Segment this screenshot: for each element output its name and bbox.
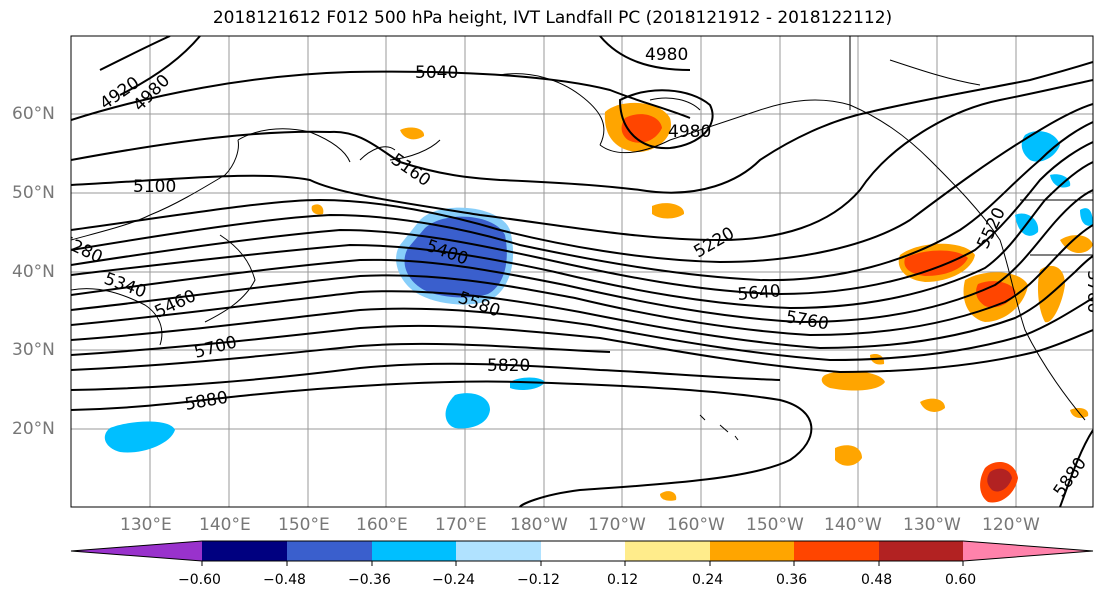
contour-label: 5760 [1083,270,1103,313]
colorbar [70,540,1094,566]
colorbar-segment [794,541,879,561]
lon-label: 170°E [435,515,487,535]
lon-label: 130°W [903,515,961,535]
colorbar-segment [625,541,710,561]
colorbar-tick-label: −0.12 [517,572,560,588]
colorbar-segment [202,541,287,561]
colorbar-segment [541,541,583,561]
colorbar-tick-label: 0.24 [692,572,724,588]
lat-label: 60°N [12,104,55,124]
lon-label: 150°E [278,515,330,535]
colorbar-tick-label: 0.12 [607,572,639,588]
contour-label: 5040 [415,63,458,83]
colorbar-segment [879,541,963,561]
contour-label: 5820 [487,356,530,376]
colorbar-segment [710,541,794,561]
colorbar-segment [456,541,541,561]
political-borders [849,36,1093,256]
contour-label: 4980 [668,122,711,142]
lon-label: 180°W [510,515,568,535]
lat-label: 40°N [12,262,55,282]
contour-label: 5100 [133,177,176,197]
lon-label: 140°W [824,515,882,535]
map-title: 2018121612 F012 500 hPa height, IVT Land… [212,8,893,28]
colorbar-segment [372,541,456,561]
colorbar-tick-label: −0.24 [432,572,475,588]
colorbar-tick-label: 0.48 [861,572,893,588]
colorbar-segment [287,541,372,561]
contour-label: 4980 [645,45,688,65]
lon-label: 150°W [746,515,804,535]
contour-label: 5640 [737,281,782,305]
lon-label: 140°E [199,515,251,535]
height-contours [71,36,1093,507]
lon-label: 170°W [588,515,646,535]
map-frame [70,35,1094,508]
lat-label: 30°N [12,340,55,360]
colorbar-segment [71,541,202,561]
lon-label: 160°W [667,515,725,535]
colorbar-tick-label: −0.36 [348,572,391,588]
colorbar-tick-label: −0.48 [263,572,306,588]
colorbar-segment [583,541,625,561]
lon-label: 160°E [356,515,408,535]
colorbar-tick-label: −0.60 [178,572,221,588]
colorbar-tick-label: 0.60 [945,572,977,588]
lat-label: 20°N [12,419,55,439]
lon-label: 120°W [982,515,1040,535]
lat-label: 50°N [12,183,55,203]
graticule [71,36,1093,507]
colorbar-segment [963,541,1093,561]
lon-label: 130°E [120,515,172,535]
colorbar-tick-label: 0.36 [776,572,808,588]
